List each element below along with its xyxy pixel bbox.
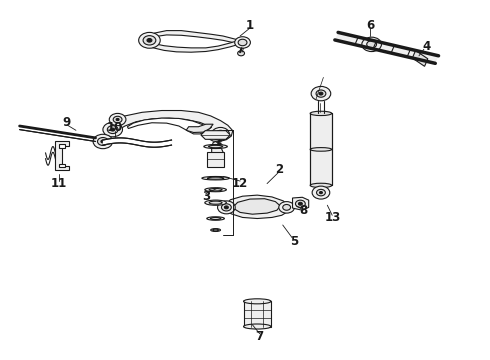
Circle shape: [111, 128, 115, 131]
Circle shape: [316, 90, 326, 97]
Polygon shape: [149, 31, 244, 44]
Polygon shape: [207, 152, 224, 167]
Text: 7: 7: [256, 330, 264, 343]
Polygon shape: [59, 144, 65, 148]
Circle shape: [113, 116, 122, 123]
Circle shape: [212, 127, 229, 140]
Circle shape: [139, 32, 160, 48]
Polygon shape: [234, 199, 280, 214]
Ellipse shape: [310, 148, 332, 151]
Circle shape: [279, 202, 294, 213]
Ellipse shape: [204, 144, 227, 149]
Ellipse shape: [209, 201, 222, 204]
Circle shape: [109, 113, 126, 126]
Circle shape: [235, 37, 250, 48]
Ellipse shape: [213, 229, 219, 231]
Circle shape: [107, 126, 118, 134]
Circle shape: [224, 206, 228, 209]
Text: 11: 11: [50, 177, 67, 190]
Ellipse shape: [205, 200, 226, 205]
Circle shape: [319, 92, 323, 95]
Circle shape: [295, 200, 305, 207]
Circle shape: [317, 189, 325, 196]
Ellipse shape: [310, 111, 332, 116]
Ellipse shape: [209, 189, 222, 191]
Circle shape: [312, 186, 330, 199]
Polygon shape: [201, 131, 230, 139]
Ellipse shape: [210, 217, 221, 220]
Text: 12: 12: [232, 177, 248, 190]
Ellipse shape: [310, 183, 332, 188]
Text: 2: 2: [275, 163, 283, 176]
Polygon shape: [310, 113, 332, 185]
Circle shape: [93, 134, 113, 149]
Circle shape: [218, 201, 235, 214]
Ellipse shape: [211, 229, 220, 231]
Text: 13: 13: [325, 211, 342, 224]
Ellipse shape: [205, 188, 226, 192]
Polygon shape: [149, 41, 240, 52]
Circle shape: [362, 37, 381, 51]
Circle shape: [319, 192, 322, 194]
Circle shape: [283, 204, 291, 210]
Circle shape: [143, 36, 156, 45]
Text: 10: 10: [107, 121, 123, 134]
Polygon shape: [335, 32, 439, 63]
Polygon shape: [293, 197, 309, 210]
Polygon shape: [244, 301, 271, 327]
Polygon shape: [412, 50, 428, 66]
Circle shape: [101, 140, 105, 143]
Ellipse shape: [244, 324, 271, 329]
Circle shape: [367, 41, 376, 48]
Text: 8: 8: [300, 204, 308, 217]
Ellipse shape: [209, 145, 222, 148]
Polygon shape: [225, 195, 289, 219]
Circle shape: [216, 130, 225, 138]
Text: 9: 9: [62, 116, 70, 129]
Circle shape: [238, 51, 245, 56]
Circle shape: [98, 138, 108, 145]
Circle shape: [216, 143, 222, 148]
Polygon shape: [103, 138, 172, 147]
Polygon shape: [127, 118, 207, 134]
Polygon shape: [212, 141, 223, 160]
Text: 5: 5: [290, 235, 298, 248]
Circle shape: [103, 122, 122, 137]
Circle shape: [221, 204, 231, 211]
Polygon shape: [108, 111, 233, 141]
Polygon shape: [186, 124, 213, 132]
Polygon shape: [55, 141, 69, 170]
Circle shape: [238, 39, 247, 46]
Text: 6: 6: [366, 19, 374, 32]
Text: 1: 1: [246, 19, 254, 32]
Text: 4: 4: [422, 40, 430, 53]
Circle shape: [116, 118, 119, 121]
Text: 3: 3: [202, 190, 210, 203]
Polygon shape: [59, 164, 65, 167]
Ellipse shape: [202, 176, 229, 180]
Circle shape: [311, 86, 331, 101]
Circle shape: [147, 39, 152, 42]
Polygon shape: [20, 126, 96, 141]
Ellipse shape: [244, 299, 271, 304]
Ellipse shape: [207, 177, 224, 179]
Circle shape: [298, 202, 302, 205]
Ellipse shape: [207, 217, 224, 220]
